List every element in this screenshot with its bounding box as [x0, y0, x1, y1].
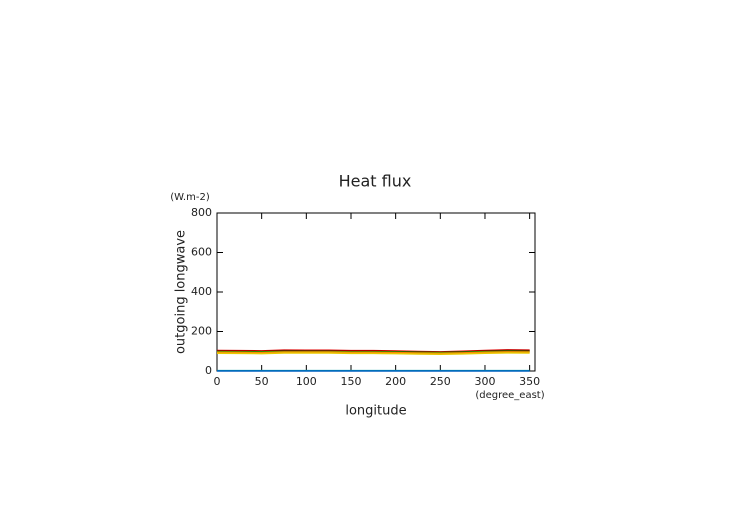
x-tick-label: 250 — [430, 375, 451, 388]
y-tick-label: 0 — [205, 364, 212, 377]
x-tick-label: 50 — [255, 375, 269, 388]
x-axis-label: longitude — [345, 404, 406, 419]
plot-frame — [216, 212, 536, 372]
x-tick-label: 100 — [296, 375, 317, 388]
series-line — [216, 352, 530, 355]
series-line — [216, 351, 530, 354]
y-tick-label: 600 — [191, 246, 212, 259]
y-tick-label: 800 — [191, 206, 212, 219]
x-tick-label: 300 — [474, 375, 495, 388]
y-tick-label: 400 — [191, 285, 212, 298]
x-unit: (degree_east) — [475, 390, 544, 401]
x-tick-label: 0 — [214, 375, 221, 388]
y-axis-label: outgoing longwave — [174, 230, 189, 354]
x-tick-label: 350 — [519, 375, 540, 388]
x-tick-label: 200 — [385, 375, 406, 388]
y-tick-label: 200 — [191, 325, 212, 338]
y-unit: (W.m-2) — [170, 192, 210, 203]
chart-title: Heat flux — [339, 172, 412, 191]
x-tick-label: 150 — [340, 375, 361, 388]
